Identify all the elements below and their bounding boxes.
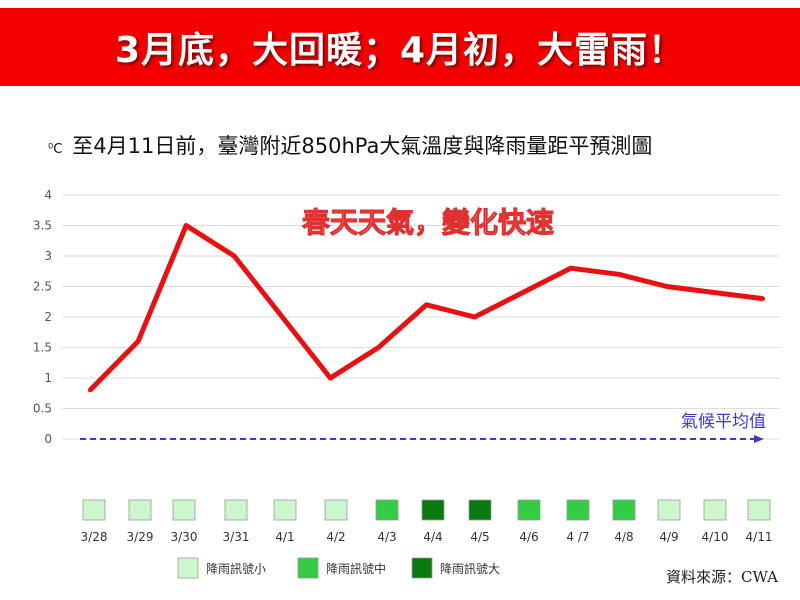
headline: 3月底，大回暖；4月初，大雷雨！: [114, 30, 686, 71]
x-tick-label: 4/6: [519, 530, 538, 544]
rain-signal-box: [224, 499, 248, 521]
data-point: [712, 290, 717, 295]
y-tick-label: 2.5: [33, 280, 52, 294]
rain-signal-box: [566, 499, 590, 521]
rain-signal-box: [703, 499, 727, 521]
data-point: [616, 272, 621, 277]
data-point: [424, 302, 429, 307]
temperature-line: [88, 223, 764, 392]
data-point: [136, 339, 141, 344]
baseline-label: 氣候平均值: [681, 412, 766, 432]
rain-signal-box: [82, 499, 106, 521]
legend-label: 降雨訊號小: [206, 561, 266, 576]
rain-signal-box: [517, 499, 541, 521]
legend-swatch: [411, 557, 433, 579]
x-tick-label: 4 /7: [566, 530, 589, 544]
y-tick-label: 3: [44, 249, 52, 263]
y-tick-label: 2: [44, 310, 52, 324]
legend-label: 降雨訊號大: [440, 561, 500, 576]
data-point: [520, 290, 525, 295]
x-tick-label: 3/29: [127, 530, 154, 544]
data-point: [280, 315, 285, 319]
source-note: 資料來源：CWA: [666, 568, 778, 586]
x-tick-label: 4/5: [470, 530, 489, 544]
data-point: [328, 376, 333, 380]
y-tick-label: 4: [44, 188, 52, 202]
data-point: [232, 254, 237, 258]
title-text: 至4月11日前，臺灣附近850hPa大氣溫度與降雨量距平預測圖: [72, 134, 653, 158]
data-point: [184, 223, 189, 228]
y-tick-label: 3.5: [33, 219, 52, 233]
unit-label: ⁰C: [48, 142, 63, 157]
data-point: [376, 345, 381, 350]
x-tick-label: 3/28: [81, 530, 108, 544]
rain-signal-box: [128, 499, 152, 521]
annotation: 春天天氣，變化快速: [302, 206, 554, 239]
y-tick-label: 1.5: [33, 341, 52, 355]
rain-signal-box: [657, 499, 681, 521]
legend-swatch: [297, 557, 319, 579]
rain-signal-box: [375, 499, 399, 521]
chart-title: ⁰C 至4月11日前，臺灣附近850hPa大氣溫度與降雨量距平預測圖: [48, 130, 652, 160]
rain-signal-box: [612, 499, 636, 521]
x-tick-label: 4/1: [275, 530, 294, 544]
rain-signal-box: [421, 499, 445, 521]
y-tick-label: 1: [44, 371, 52, 385]
x-tick-label: 4/4: [423, 530, 442, 544]
y-tick-label: 0: [44, 432, 52, 446]
data-point: [568, 266, 573, 271]
x-tick-label: 4/9: [659, 530, 678, 544]
data-point: [472, 315, 477, 319]
legend-swatch: [177, 557, 199, 579]
x-tick-label: 3/31: [223, 530, 250, 544]
x-tick-label: 4/2: [326, 530, 345, 544]
x-tick-label: 4/10: [702, 530, 729, 544]
rain-signal-box: [468, 499, 492, 521]
rain-signal-box: [273, 499, 297, 521]
x-tick-label: 3/30: [171, 530, 198, 544]
y-tick-label: 0.5: [33, 402, 52, 416]
x-tick-label: 4/3: [377, 530, 396, 544]
data-point: [761, 296, 765, 301]
rain-signal-box: [172, 499, 196, 521]
rain-signal-box: [324, 499, 348, 521]
data-point: [664, 284, 669, 289]
data-point: [88, 388, 92, 393]
x-tick-label: 4/11: [746, 530, 773, 544]
baseline-arrowhead: [754, 435, 764, 443]
headline-banner: 3月底，大回暖；4月初，大雷雨！: [0, 8, 800, 86]
x-tick-label: 4/8: [614, 530, 633, 544]
rain-signal-box: [747, 499, 771, 521]
legend-label: 降雨訊號中: [326, 561, 386, 576]
